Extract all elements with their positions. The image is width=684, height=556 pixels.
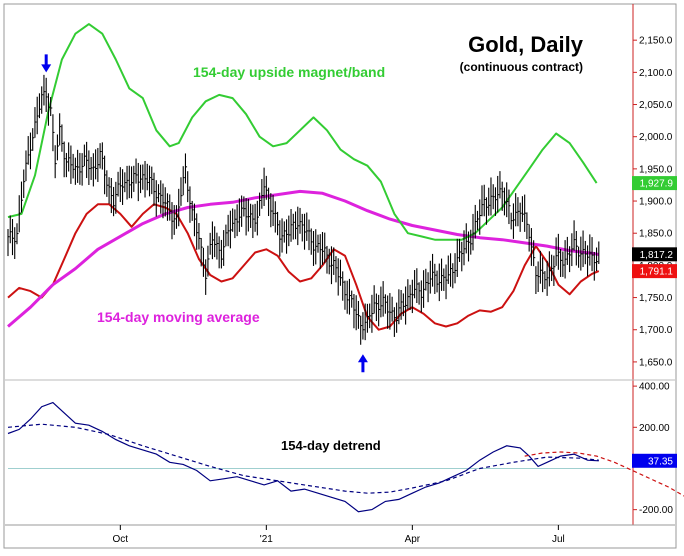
detrend-tick-label: 400.00	[639, 382, 670, 393]
bottom-arrow	[357, 354, 368, 373]
chart-title: Gold, Daily	[468, 32, 584, 57]
last-value-badges: 1,927.9 1,817.2 1,791.1 37.35	[632, 176, 677, 468]
last-value-badge-0: 1,927.9	[640, 179, 674, 190]
detrend-last-value-badge: 37.35	[648, 456, 673, 467]
moving-average-label: 154-day moving average	[97, 309, 260, 325]
price-bars	[7, 74, 600, 345]
arrow-markers	[41, 54, 368, 373]
series-detrend	[7, 401, 599, 513]
price-tick-label: 2,050.0	[639, 100, 673, 111]
detrend-series-group	[7, 401, 684, 513]
price-tick-label: 1,950.0	[639, 164, 673, 175]
x-tick-label: Oct	[113, 534, 129, 545]
detrend-label: 154-day detrend	[281, 438, 381, 453]
x-axis-ticks: Oct '21 Apr Jul	[113, 525, 565, 545]
last-value-badge-2-box	[632, 264, 677, 279]
chart-subtitle: (continuous contract)	[460, 60, 583, 74]
price-tick-label: 1,750.0	[639, 293, 673, 304]
last-value-badge-1: 1,817.2	[640, 250, 674, 261]
x-tick-label: Apr	[405, 534, 421, 545]
series-red-cycle-line	[7, 203, 600, 331]
price-tick-label: 1,850.0	[639, 229, 673, 240]
magnet-band-label: 154-day upside magnet/band	[193, 64, 385, 80]
series-detrend-projection-blue-dashed-	[7, 423, 599, 494]
top-arrow	[41, 54, 52, 73]
x-tick-label: Jul	[552, 534, 565, 545]
detrend-last-value-badge-box	[632, 453, 677, 468]
detrend-tick-label: -200.00	[639, 505, 673, 516]
series-detrend-projection-red-dashed-	[524, 451, 684, 497]
price-tick-label: 1,900.0	[639, 197, 673, 208]
detrend-tick-label: 200.00	[639, 423, 670, 434]
price-series-group	[7, 23, 600, 345]
last-value-badge-2: 1,791.1	[640, 267, 674, 278]
last-value-badge-0-box	[632, 176, 677, 191]
price-tick-label: 1,650.0	[639, 357, 673, 368]
x-tick-label: '21	[260, 534, 273, 545]
price-tick-label: 2,000.0	[639, 132, 673, 143]
last-value-badge-1-box	[632, 247, 677, 262]
price-tick-label: 2,100.0	[639, 68, 673, 79]
price-tick-label: 1,700.0	[639, 325, 673, 336]
price-tick-label: 2,150.0	[639, 36, 673, 47]
series-154-day-moving-average	[7, 189, 600, 328]
detrend-y-ticks: 400.00 200.00 -200.00	[8, 382, 673, 516]
